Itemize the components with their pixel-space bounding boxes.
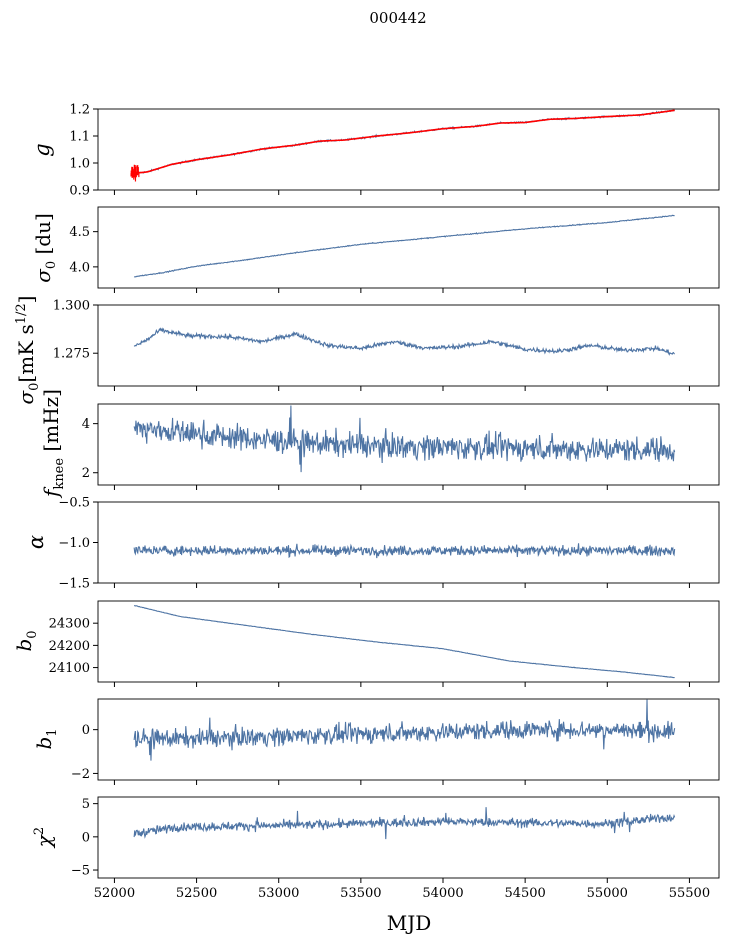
y-tick-label: −0.5	[58, 496, 90, 511]
y-tick-label: 5	[82, 797, 90, 812]
svg-text:σ0 [du]: σ0 [du]	[31, 213, 59, 283]
y-tick-label: −1.5	[58, 577, 90, 592]
panel-fknee: 24	[82, 403, 720, 490]
x-tick-label: 52500	[176, 886, 217, 901]
series-chi2	[133, 807, 676, 840]
x-tick-label: 54000	[422, 886, 463, 901]
ylabel-b1: b1	[32, 728, 60, 749]
panel-chi2: −5 0 5 52000 52500 53000 53500 54000 54500 55000 5…	[71, 796, 720, 901]
panel-sigma0_mK: 1.275 1.300	[53, 299, 720, 391]
y-tick-label: 1.275	[53, 347, 90, 362]
ylabel-b0: b0	[12, 630, 40, 651]
panel-sigma0_du: 4.0 4.5	[69, 206, 720, 293]
panel-frame	[97, 698, 720, 781]
ylabel-alpha: α	[24, 535, 48, 549]
panel-g: 0.9 1.0 1.1 1.2	[69, 103, 720, 199]
y-tick-label: 4	[82, 417, 90, 432]
x-tick-label: 55000	[587, 886, 628, 901]
y-tick-label: 0	[82, 830, 90, 845]
panel-alpha: −1.5 −1.0 −0.5	[58, 496, 720, 592]
fit-line-g	[134, 109, 675, 175]
svg-text:b0: b0	[12, 630, 40, 651]
y-tick-label: 4.5	[69, 225, 90, 240]
panel-b0: 24100 24200 24300	[49, 600, 720, 687]
series-alpha	[133, 543, 676, 559]
panel-frame	[97, 600, 720, 683]
series-fknee	[133, 405, 676, 473]
ylabel-sigma0-du: σ0 [du]	[31, 213, 59, 283]
y-tick-label: 0.9	[69, 184, 90, 199]
ylabel-g: g	[30, 143, 54, 156]
y-tick-label: 24200	[49, 639, 90, 654]
svg-text:fknee [mHz]: fknee [mHz]	[39, 389, 67, 499]
x-tick-label: 54500	[504, 886, 545, 901]
series-b1	[133, 699, 676, 761]
panel-frame	[97, 796, 720, 879]
y-tick-label: 0	[82, 723, 90, 738]
series-b0	[134, 605, 675, 679]
y-tick-label: 1.300	[53, 299, 90, 314]
y-tick-label: 2	[82, 466, 90, 481]
panel-b1: −2 0	[71, 698, 720, 785]
y-tick-label: 4.0	[69, 260, 90, 275]
y-tick-label: 1.1	[69, 130, 90, 145]
fit-scatter-g	[130, 164, 140, 182]
svg-text:χ2: χ2	[32, 827, 56, 849]
y-tick-label: 1.0	[69, 157, 90, 172]
series-g	[134, 109, 675, 174]
series-sigma0_du	[133, 214, 675, 278]
y-tick-label: −2	[71, 767, 90, 782]
figure-title: 000442	[369, 9, 426, 27]
x-tick-label: 53000	[258, 886, 299, 901]
x-tick-label: 52000	[94, 886, 135, 901]
panel-frame	[97, 501, 720, 584]
series-sigma0_mK	[133, 327, 675, 356]
panel-frame	[97, 108, 720, 191]
x-tick-label: 55500	[669, 886, 710, 901]
ylabel-sigma0-mK: σ0[mK s1/2]	[14, 295, 42, 404]
panel-frame	[97, 304, 720, 387]
svg-text:σ0[mK s1/2]: σ0[mK s1/2]	[14, 295, 42, 404]
y-tick-label: −1.0	[58, 536, 90, 551]
ylabel-fknee: fknee [mHz]	[39, 389, 67, 499]
panel-frame	[97, 206, 720, 289]
y-tick-label: −5	[71, 864, 90, 879]
y-tick-label: 24300	[49, 617, 90, 632]
x-tick-label: 53500	[340, 886, 381, 901]
y-tick-label: 24100	[49, 661, 90, 676]
ylabel-chi2: χ2	[32, 827, 56, 849]
x-axis-label: MJD	[387, 911, 432, 935]
svg-text:b1: b1	[32, 728, 60, 749]
y-tick-label: 1.2	[69, 103, 90, 118]
panel-frame	[97, 403, 720, 486]
